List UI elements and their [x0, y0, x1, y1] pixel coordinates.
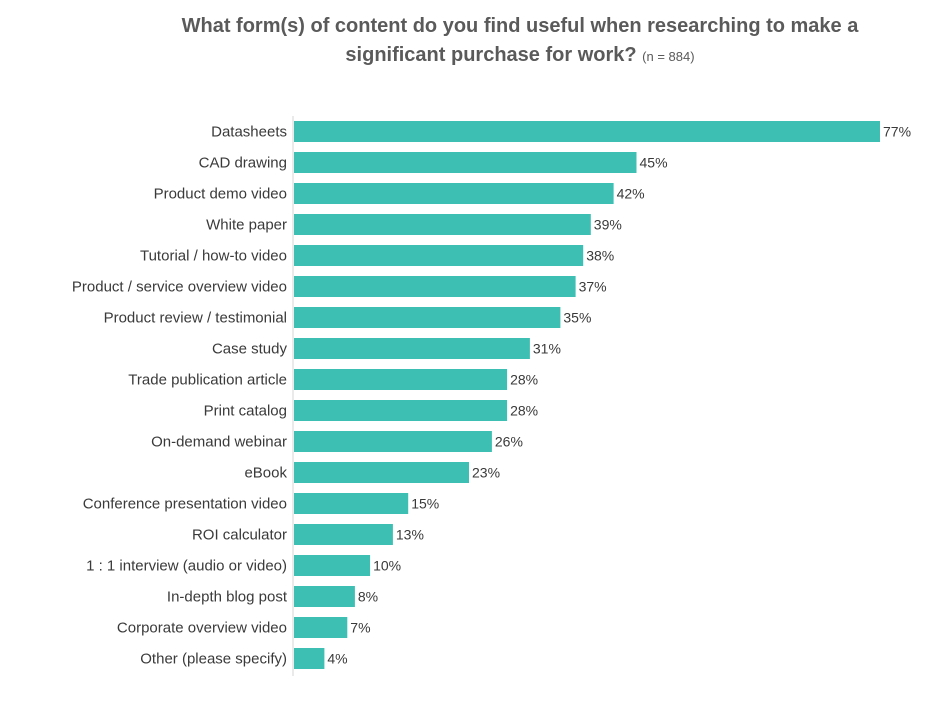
bar	[294, 648, 325, 669]
chart-title-line1: What form(s) of content do you find usef…	[181, 15, 859, 37]
category-label: Other (please specify)	[140, 651, 287, 668]
bar	[294, 493, 409, 514]
bar	[294, 338, 530, 359]
bar	[294, 524, 393, 545]
category-label: White paper	[206, 217, 287, 234]
value-label: 13%	[396, 527, 424, 543]
category-label: Tutorial / how-to video	[140, 248, 287, 265]
category-label: Product / service overview video	[72, 279, 287, 296]
bar	[294, 431, 492, 452]
bar	[294, 617, 348, 638]
value-label: 8%	[358, 589, 378, 605]
value-label: 35%	[563, 310, 591, 326]
category-label: Corporate overview video	[117, 620, 287, 637]
category-label: Trade publication article	[128, 372, 287, 389]
category-label: Case study	[212, 341, 288, 358]
category-label: 1 : 1 interview (audio or video)	[86, 558, 287, 575]
value-label: 4%	[327, 651, 347, 667]
bar	[294, 121, 880, 142]
value-label: 28%	[510, 403, 538, 419]
value-label: 37%	[579, 279, 607, 295]
value-label: 10%	[373, 558, 401, 574]
value-label: 23%	[472, 465, 500, 481]
category-label: On-demand webinar	[151, 434, 287, 451]
bar	[294, 276, 576, 297]
value-label: 31%	[533, 341, 561, 357]
chart-title-line2: significant purchase for work? (n = 884)	[100, 40, 940, 72]
bar	[294, 586, 355, 607]
value-label: 28%	[510, 372, 538, 388]
category-label: Datasheets	[211, 124, 287, 141]
chart-title-line2-text: significant purchase for work?	[345, 44, 637, 66]
category-label: In-depth blog post	[167, 589, 288, 606]
bar	[294, 555, 371, 576]
value-label: 45%	[640, 155, 668, 171]
bar	[294, 152, 637, 173]
bar	[294, 214, 591, 235]
category-label: Product review / testimonial	[104, 310, 287, 327]
bar	[294, 307, 561, 328]
category-label: ROI calculator	[192, 527, 287, 544]
value-label: 77%	[883, 124, 911, 140]
category-label: eBook	[244, 465, 287, 482]
value-label: 42%	[617, 186, 645, 202]
category-label: CAD drawing	[199, 155, 287, 172]
value-label: 15%	[411, 496, 439, 512]
category-label: Conference presentation video	[83, 496, 287, 513]
value-label: 39%	[594, 217, 622, 233]
value-label: 7%	[350, 620, 370, 636]
bar	[294, 245, 584, 266]
bar	[294, 400, 508, 421]
bar	[294, 183, 614, 204]
value-label: 38%	[586, 248, 614, 264]
value-label: 26%	[495, 434, 523, 450]
category-label: Print catalog	[204, 403, 287, 420]
category-label: Product demo video	[154, 186, 287, 203]
bars-group: Datasheets 77% CAD drawing 45% Product demo …	[72, 121, 911, 669]
chart-subtitle: (n = 884)	[642, 49, 695, 64]
bar	[294, 369, 508, 390]
chart-title: What form(s) of content do you find usef…	[100, 12, 940, 72]
bar	[294, 462, 469, 483]
